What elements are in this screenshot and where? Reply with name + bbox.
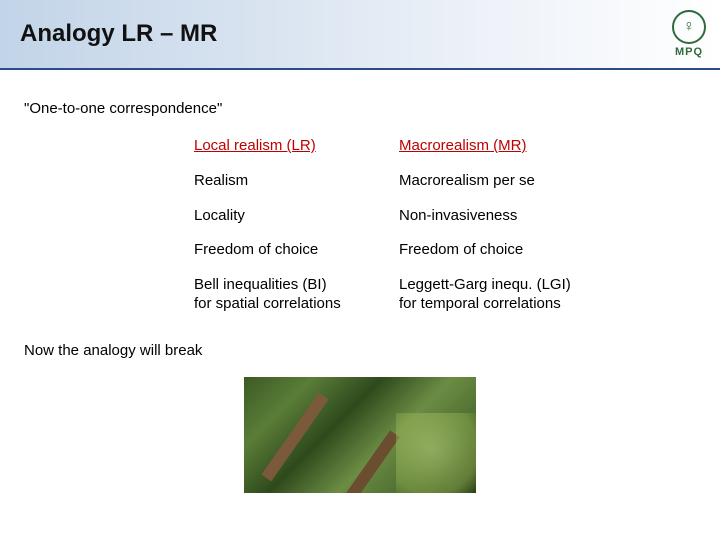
cell-right: Freedom of choice [399, 241, 629, 260]
image-container [24, 377, 696, 493]
logo-label: MPQ [675, 46, 703, 58]
header-left: Local realism (LR) [194, 137, 399, 156]
broken-tree-image [244, 377, 476, 493]
analogy-table: Local realism (LR) Macrorealism (MR) Rea… [194, 137, 696, 314]
table-header-row: Local realism (LR) Macrorealism (MR) [194, 137, 696, 156]
cell-right: Non-invasiveness [399, 207, 629, 226]
logo-icon: ♀ [672, 10, 706, 44]
header-right: Macrorealism (MR) [399, 137, 629, 156]
cell-left: Bell inequalities (BI)for spatial correl… [194, 276, 399, 314]
cell-left: Locality [194, 207, 399, 226]
table-row: Realism Macrorealism per se [194, 172, 696, 191]
closing-note: Now the analogy will break [24, 342, 696, 359]
table-row: Locality Non-invasiveness [194, 207, 696, 226]
slide-title: Analogy LR – MR [20, 20, 217, 48]
subtitle: "One-to-one correspondence" [24, 100, 696, 117]
cell-right: Leggett-Garg inequ. (LGI)for temporal co… [399, 276, 629, 314]
cell-left: Realism [194, 172, 399, 191]
cell-left: Freedom of choice [194, 241, 399, 260]
table-row: Bell inequalities (BI)for spatial correl… [194, 276, 696, 314]
title-bar: Analogy LR – MR ♀ MPQ [0, 0, 720, 70]
table-row: Freedom of choice Freedom of choice [194, 241, 696, 260]
cell-right: Macrorealism per se [399, 172, 629, 191]
content-area: "One-to-one correspondence" Local realis… [0, 70, 720, 493]
mpq-logo: ♀ MPQ [672, 10, 706, 58]
